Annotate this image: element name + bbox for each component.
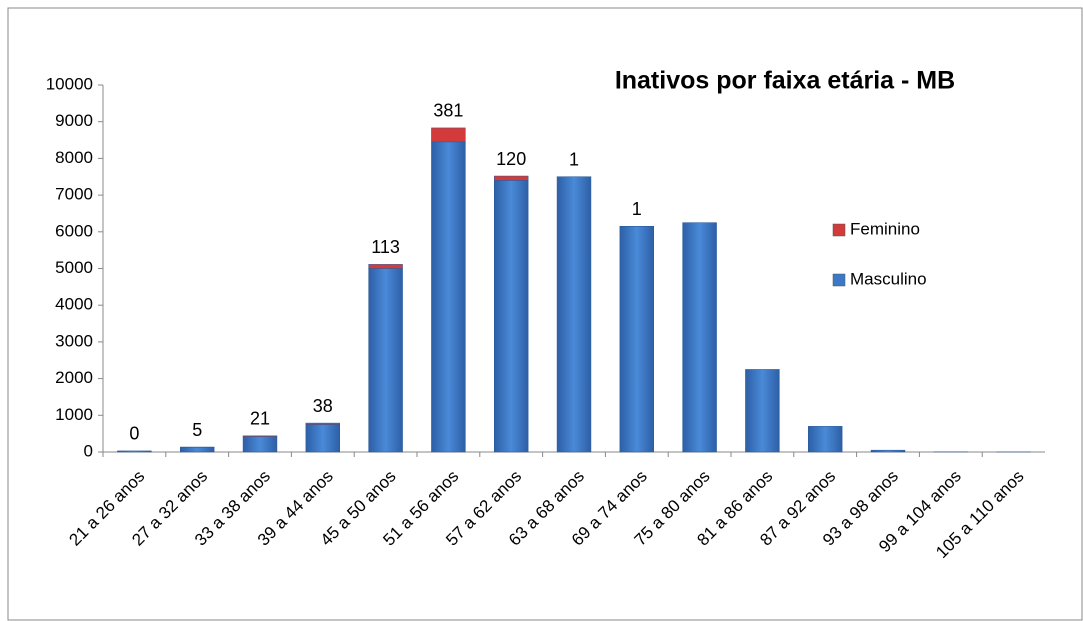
- y-tick-label: 4000: [55, 295, 93, 314]
- y-tick-label: 3000: [55, 331, 93, 350]
- bar-segment: [305, 422, 341, 425]
- bar-segment: [682, 222, 717, 453]
- bar-segment: [807, 426, 843, 453]
- y-tick-label: 6000: [55, 221, 93, 240]
- y-tick-label: 8000: [55, 148, 93, 167]
- y-tick-label: 10000: [46, 74, 93, 93]
- bar-segment: [493, 175, 529, 181]
- data-label: 21: [250, 409, 270, 429]
- y-tick-label: 2000: [55, 368, 93, 387]
- data-label: 381: [433, 101, 463, 121]
- bar-segment: [368, 264, 403, 269]
- legend-label: Masculino: [850, 269, 927, 288]
- data-label: 5: [192, 420, 202, 440]
- bar-segment: [431, 127, 466, 143]
- bar-segment: [242, 435, 278, 437]
- data-label: 38: [313, 396, 333, 416]
- legend-label: Feminino: [850, 219, 920, 238]
- bar-segment: [242, 436, 278, 453]
- bar-segment: [431, 141, 466, 453]
- y-tick-label: 0: [84, 441, 93, 460]
- bar-segment: [870, 449, 906, 453]
- data-label: 0: [129, 424, 139, 444]
- bar-segment: [745, 369, 780, 453]
- y-tick-label: 7000: [55, 185, 93, 204]
- bar-segment: [619, 226, 655, 453]
- bar-segment: [305, 424, 341, 453]
- y-tick-label: 9000: [55, 111, 93, 130]
- legend-swatch: [832, 273, 846, 287]
- bar-segment: [493, 180, 529, 453]
- data-label: 120: [496, 149, 526, 169]
- data-label: 113: [371, 237, 400, 257]
- legend-swatch: [832, 223, 846, 237]
- y-tick-label: 1000: [55, 405, 93, 424]
- chart-title: Inativos por faixa etária - MB: [615, 67, 955, 95]
- bar-segment: [179, 446, 215, 453]
- y-tick-label: 5000: [55, 258, 93, 277]
- bar-segment: [556, 176, 592, 453]
- bar-segment: [368, 268, 403, 453]
- chart-frame: [7, 7, 1083, 621]
- bar-segment: [117, 450, 152, 453]
- data-label: 1: [632, 199, 642, 219]
- data-label: 1: [569, 149, 579, 169]
